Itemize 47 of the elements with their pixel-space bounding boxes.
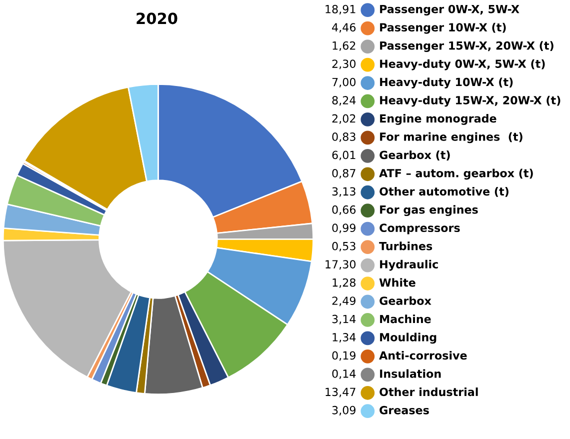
legend-label: Anti-corrosive: [379, 351, 467, 360]
data-label: 1,28: [332, 278, 356, 288]
data-label: 0,87: [332, 168, 356, 179]
data-label: 18,91: [326, 4, 356, 14]
legend-label: Other automotive (t): [380, 187, 508, 197]
legend-label: Machine: [380, 314, 431, 324]
data-label: 17,30: [326, 260, 356, 270]
data-label: 2,02: [332, 114, 356, 124]
legend-label: White: [379, 278, 416, 287]
legend-label: Engine monograde: [380, 114, 496, 125]
data-label: 7,00: [332, 78, 356, 88]
legend-label: Heavy-duty 15W-X, 20W-X (t): [380, 96, 560, 107]
legend-label: Gearbox: [380, 296, 432, 305]
data-label: 0,66: [332, 205, 356, 215]
legend-label: Greases: [380, 406, 429, 414]
legend-label: Hydraulic: [380, 260, 438, 271]
legend-label: Gearbox (t): [380, 150, 450, 160]
data-label: 0,14: [332, 369, 356, 380]
data-label: 0,53: [332, 242, 356, 252]
data-label: 1,34: [332, 333, 356, 343]
legend-label: Compressors: [380, 224, 460, 234]
data-label: 3,09: [332, 406, 356, 416]
data-label: 3,14: [332, 314, 356, 324]
legend-label: Other industrial: [380, 388, 478, 396]
data-label: 0,83: [332, 132, 356, 142]
data-label: 1,62: [332, 41, 356, 51]
legend-label: Turbines: [379, 242, 432, 250]
legend-label: Moulding: [380, 332, 436, 344]
data-label: 0,19: [332, 351, 356, 361]
text: 2020: [136, 12, 178, 24]
legend-label: For marine engines (t): [380, 132, 522, 144]
data-label: 2,30: [332, 60, 356, 70]
data-label: 2,49: [332, 296, 356, 306]
data-label: 6,01: [332, 150, 356, 160]
legend-label: Passenger 0W-X, 5W-X: [380, 4, 520, 16]
data-label: 0,99: [332, 224, 356, 234]
data-label: 8,24: [332, 96, 356, 106]
legend-label: Passenger 15W-X, 20W-X (t): [380, 41, 554, 52]
legend-label: Passenger 10W-X (t): [380, 22, 506, 34]
data-label: 3,13: [332, 187, 356, 197]
legend-label: Heavy-duty 10W-X (t): [380, 78, 513, 88]
legend-label: Insulation: [380, 369, 441, 378]
data-label: 4,46: [332, 23, 356, 33]
legend-label: ATF – autom. gearbox (t): [379, 168, 533, 180]
legend-label: Heavy-duty 0W-X, 5W-X (t): [380, 59, 545, 70]
legend-label: For gas engines: [380, 205, 478, 216]
data-label: 13,47: [326, 388, 356, 398]
